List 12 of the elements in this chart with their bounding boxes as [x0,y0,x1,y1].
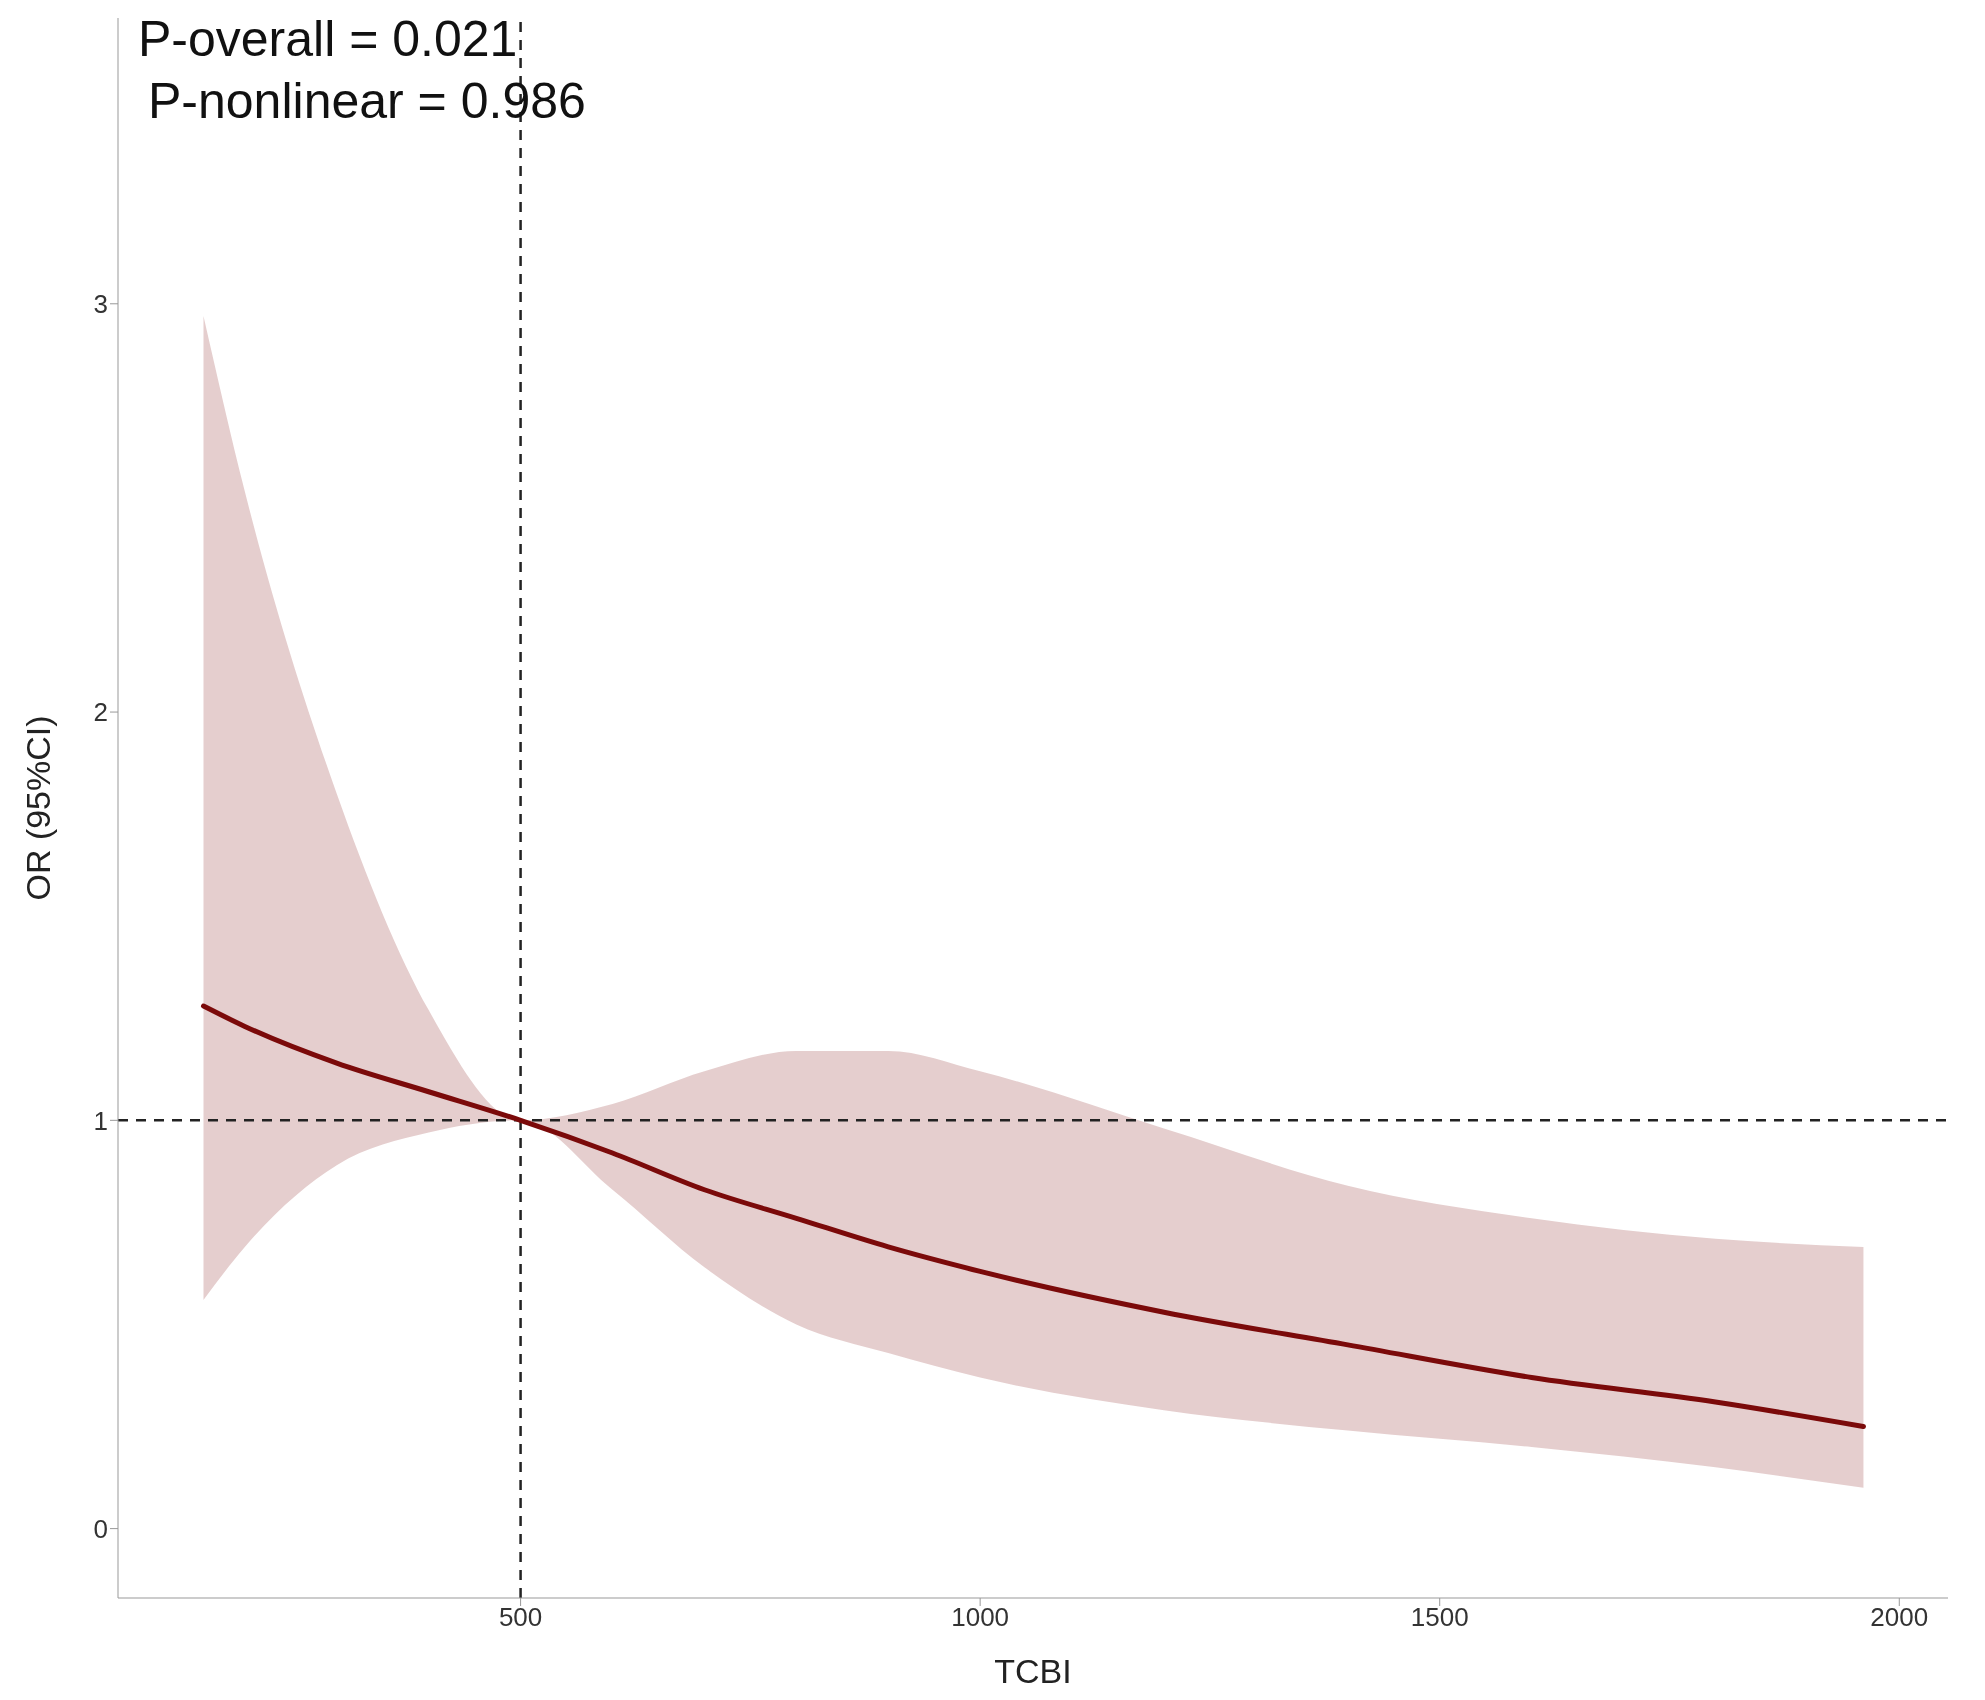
annotation: P-overall = 0.021 [138,10,519,69]
x-tick-label: 500 [498,1602,543,1633]
y-tick-label: 3 [93,289,108,320]
y-axis-title: OR (95%CI) [19,715,58,901]
x-tick-label: 1000 [951,1602,1010,1633]
x-axis-title: TCBI [994,1652,1072,1690]
x-tick-label: 1500 [1410,1602,1469,1633]
y-tick-label: 2 [93,697,108,728]
y-tick-label: 1 [93,1105,108,1136]
y-tick-label: 0 [93,1513,108,1544]
x-tick-label: 2000 [1870,1602,1929,1633]
annotation: P-nonlinear = 0.986 [148,72,586,131]
